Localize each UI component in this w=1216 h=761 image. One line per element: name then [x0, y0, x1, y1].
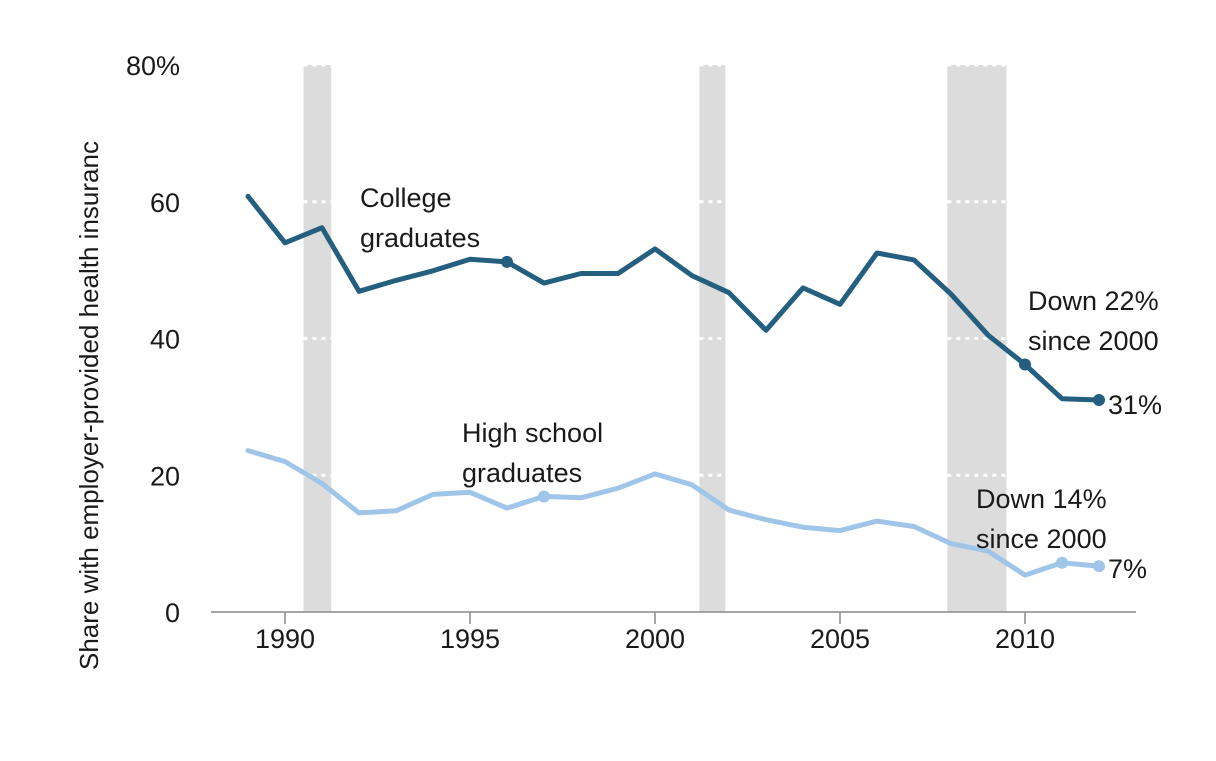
x-tick-label-1990: 1990: [255, 624, 315, 654]
x-tick-labels: 1990 1995 2000 2005 2010: [255, 612, 1055, 654]
college-change-note-line-1: Down 22%: [1028, 286, 1159, 316]
point-high-school-graduates-2012: [1093, 560, 1105, 573]
x-tick-label-1995: 1995: [440, 624, 500, 654]
high-school-graduates-label-line-1: High school: [462, 418, 603, 448]
y-tick-label-40: 40: [150, 325, 180, 355]
series-line-college-graduates: [245, 193, 1102, 403]
high-school-change-note-line-1: Down 14%: [976, 484, 1107, 514]
college-end-label: 31%: [1108, 390, 1162, 420]
point-college-graduates-1996: [501, 255, 513, 268]
y-tick-labels: 0 20 40 60 80%: [126, 51, 180, 628]
point-high-school-graduates-2011: [1056, 556, 1068, 569]
y-axis-label: Share with employer-provided health insu…: [74, 141, 104, 670]
college-graduates-label-line-1: College: [360, 183, 452, 213]
point-high-school-graduates-1997: [538, 490, 550, 503]
recession-bands: [303, 65, 1007, 612]
x-tick-label-2000: 2000: [625, 624, 685, 654]
x-tick-label-2010: 2010: [995, 624, 1055, 654]
point-college-graduates-2010: [1019, 358, 1031, 371]
point-college-graduates-2012: [1093, 394, 1105, 407]
gridlines: [303, 63, 1007, 477]
series-lines: [245, 193, 1102, 578]
annotations: College graduates High school graduates Down…: [360, 183, 1162, 584]
high-school-end-label: 7%: [1108, 554, 1147, 584]
recession-band-1: [303, 65, 332, 612]
y-tick-label-80: 80%: [126, 51, 180, 81]
college-graduates-label-line-2: graduates: [360, 223, 480, 253]
y-tick-label-0: 0: [165, 598, 180, 628]
college-change-note-line-2: since 2000: [1028, 326, 1159, 356]
x-tick-label-2005: 2005: [810, 624, 870, 654]
y-tick-label-20: 20: [150, 461, 180, 491]
high-school-graduates-label-line-2: graduates: [462, 458, 582, 488]
series-markers: [501, 255, 1105, 573]
high-school-change-note-line-2: since 2000: [976, 524, 1107, 554]
series-line-high-school-graduates: [245, 448, 1102, 578]
y-tick-label-60: 60: [150, 188, 180, 218]
